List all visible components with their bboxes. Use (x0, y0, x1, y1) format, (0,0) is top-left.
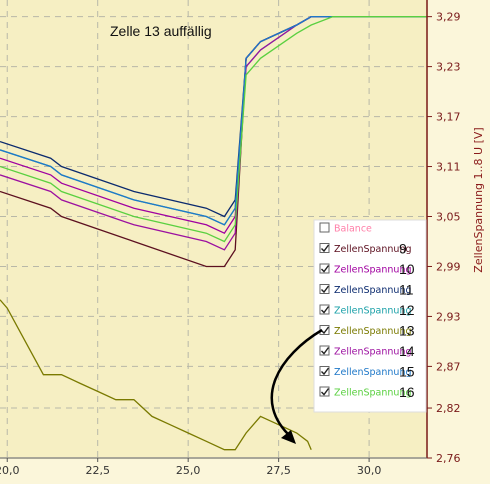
legend-number: 11 (399, 282, 414, 298)
legend-number: 12 (399, 302, 415, 318)
y-tick-label-6: 2,93 (436, 310, 461, 323)
y-tick-label-1: 3,23 (436, 61, 461, 74)
x-tick-label-3: 27,5 (266, 464, 291, 477)
legend-checkbox[interactable] (320, 223, 329, 232)
legend-number: 14 (399, 343, 415, 359)
y-tick-label-0: 3,29 (436, 11, 461, 24)
x-tick-label-0: 20,0 (0, 464, 19, 477)
y-axis-label: ZellenSpannung 1..8 U [V] (472, 127, 485, 272)
legend-number: 10 (399, 261, 415, 277)
legend-number: 16 (399, 384, 415, 400)
y-tick-label-7: 2,87 (436, 360, 461, 373)
y-tick-label-5: 2,99 (436, 260, 461, 273)
legend: BalanceZellenSpannung9ZellenSpannung10Ze… (314, 220, 426, 412)
x-tick-label-1: 22,5 (85, 464, 110, 477)
y-tick-label-8: 2,82 (436, 402, 461, 415)
y-tick-label-9: 2,76 (436, 452, 461, 465)
x-tick-label-4: 30,0 (357, 464, 382, 477)
y-tick-label-4: 3,05 (436, 211, 461, 224)
legend-number: 15 (399, 364, 415, 380)
legend-number: 13 (399, 323, 415, 339)
y-tick-label-2: 3,17 (436, 111, 461, 124)
y-tick-label-3: 3,11 (436, 161, 461, 174)
annotation-text: Zelle 13 auffällig (110, 23, 212, 39)
x-tick-label-2: 25,0 (176, 464, 201, 477)
legend-number: 9 (399, 241, 407, 257)
legend-label: Balance (334, 224, 372, 235)
